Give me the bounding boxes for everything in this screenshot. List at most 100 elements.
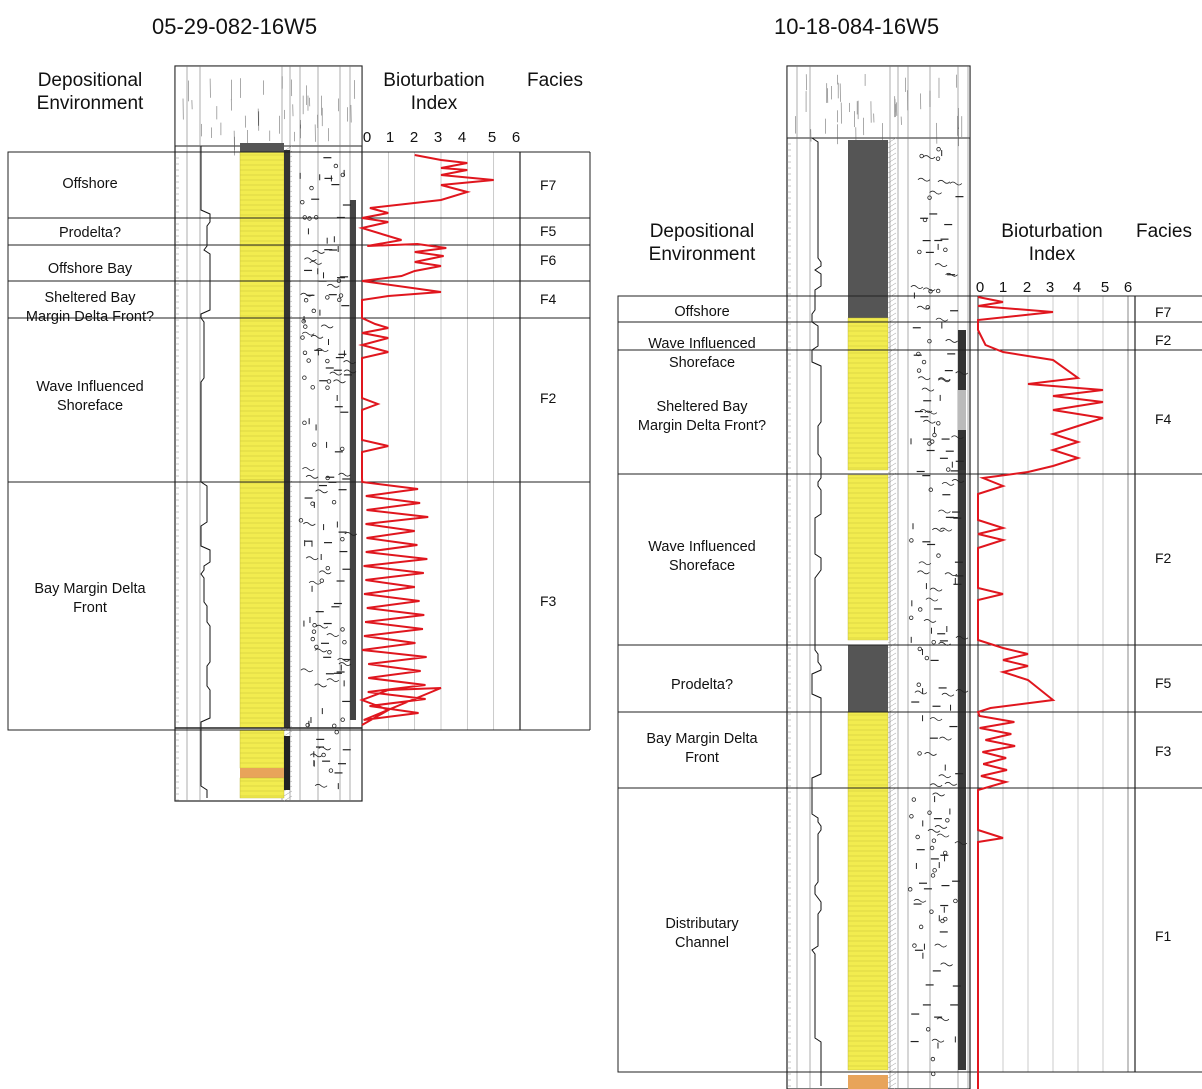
symbol-mark <box>932 432 937 438</box>
bi-header-1: Bioturbation Index <box>383 70 485 114</box>
symbol-mark <box>939 527 953 532</box>
hatch-mark <box>887 547 897 554</box>
hatch-mark <box>887 257 897 264</box>
symbol-mark <box>305 722 310 728</box>
symbol-mark <box>909 538 914 543</box>
symbol-mark <box>951 435 964 440</box>
hatch-mark <box>887 882 897 889</box>
bi-tick-label: 5 <box>487 129 497 146</box>
symbol-mark <box>945 818 950 823</box>
hatch-mark <box>887 457 897 464</box>
hatch-mark <box>887 867 897 874</box>
hatch-mark <box>887 897 897 904</box>
hatch-mark <box>887 702 897 709</box>
hatch-mark <box>887 742 897 749</box>
hatch-mark <box>887 447 897 454</box>
hatch-mark <box>887 537 897 544</box>
hatch-mark <box>887 287 897 294</box>
env-label: Wave Influenced Shoreface <box>648 336 756 371</box>
symbol-mark <box>311 308 316 314</box>
hatch-mark <box>887 932 897 939</box>
hatch-mark <box>887 427 897 434</box>
hatch-mark <box>887 517 897 524</box>
bi-tick-label: 4 <box>1072 279 1082 296</box>
symbol-mark <box>955 688 969 693</box>
hatch-mark <box>887 527 897 534</box>
hatch-mark <box>887 667 897 674</box>
facies-label: F4 <box>540 291 557 307</box>
hatch-mark <box>887 617 897 624</box>
symbol-mark <box>331 499 337 505</box>
hatch-mark <box>887 942 897 949</box>
symbol-mark <box>918 561 932 566</box>
hatch-mark <box>887 947 897 954</box>
bi-tick-label: 1 <box>385 129 395 146</box>
hatch-mark <box>887 202 897 209</box>
hatch-mark <box>887 452 897 459</box>
hatch-mark <box>887 522 897 529</box>
facies-label: F7 <box>1155 304 1172 320</box>
hatch-mark <box>887 387 897 394</box>
hatch-mark <box>887 1017 897 1024</box>
facies-label: F5 <box>540 223 557 239</box>
hatch-mark <box>887 242 897 249</box>
hatch-mark <box>887 362 897 369</box>
hatch-mark <box>887 582 897 589</box>
symbol-mark <box>936 421 941 426</box>
env-label: Wave Influenced Shoreface <box>36 379 144 414</box>
hatch-mark <box>887 187 897 194</box>
symbol-mark <box>931 838 937 843</box>
symbol-mark <box>919 153 924 159</box>
symbol-mark <box>342 639 347 645</box>
hatch-mark <box>887 602 897 609</box>
hatch-mark <box>887 787 897 794</box>
hatch-mark <box>887 612 897 619</box>
hatch-mark <box>887 172 897 179</box>
symbol-mark <box>333 379 346 384</box>
hatch-mark <box>887 322 897 329</box>
hatch-mark <box>887 212 897 219</box>
hatch-mark <box>887 817 897 824</box>
symbol-mark <box>937 179 951 184</box>
hatch-mark <box>887 772 897 779</box>
symbol-mark <box>310 636 315 642</box>
symbol-mark <box>918 924 924 930</box>
hatch-mark <box>887 177 897 184</box>
hatch-mark <box>887 917 897 924</box>
symbol-mark <box>302 375 307 380</box>
bi-tick-label: 4 <box>457 129 467 146</box>
hatch-mark <box>283 790 293 797</box>
symbol-mark <box>929 909 934 914</box>
symbol-mark <box>917 177 931 182</box>
symbol-mark <box>315 624 329 629</box>
hatch-mark <box>887 282 897 289</box>
symbol-mark <box>934 943 947 948</box>
hatch-mark <box>887 562 897 569</box>
symbol-mark <box>917 646 922 652</box>
symbol-mark <box>955 371 968 375</box>
grain-size-profile <box>200 146 211 798</box>
hatch-mark <box>887 252 897 259</box>
hatch-mark <box>887 847 897 854</box>
symbol-mark <box>337 657 350 662</box>
hatch-mark <box>887 227 897 234</box>
hatch-mark <box>887 672 897 679</box>
hatch-mark <box>887 1052 897 1059</box>
hatch-mark <box>887 1057 897 1064</box>
hatch-mark <box>887 1082 897 1089</box>
symbol-mark <box>326 633 340 637</box>
hatch-mark <box>887 1062 897 1069</box>
symbol-mark <box>321 752 326 758</box>
hatch-mark <box>887 277 897 284</box>
symbol-mark <box>328 768 334 773</box>
symbol-mark <box>935 317 949 322</box>
hatch-mark <box>887 687 897 694</box>
symbol-mark <box>325 565 330 571</box>
hatch-mark <box>887 677 897 684</box>
hatch-mark <box>887 827 897 834</box>
hatch-mark <box>887 982 897 989</box>
symbol-mark <box>340 536 345 542</box>
bi-tick-label: 0 <box>975 279 985 296</box>
hatch-mark <box>887 862 897 869</box>
